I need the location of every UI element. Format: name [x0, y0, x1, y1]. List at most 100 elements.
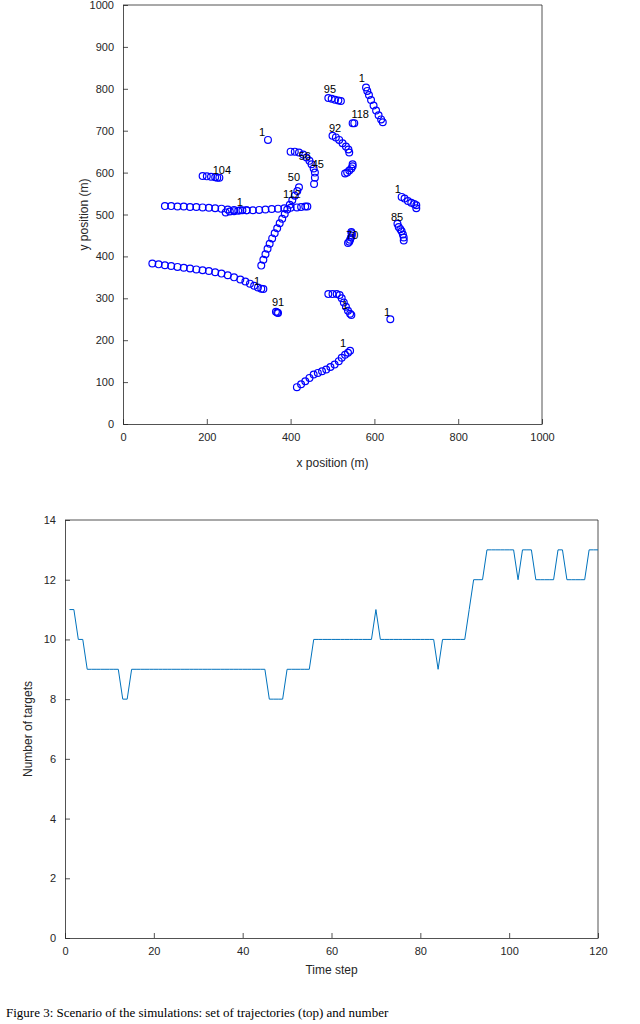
- tick-mark: [291, 419, 292, 424]
- tick-mark: [65, 878, 70, 879]
- tick-mark: [154, 933, 155, 938]
- trajectory-label: 95: [324, 83, 336, 95]
- trajectory: [273, 308, 282, 316]
- tick-label: 0: [50, 932, 56, 944]
- axis-line: [124, 424, 543, 425]
- tick: 900: [96, 41, 128, 53]
- trajectory-point: [212, 269, 219, 276]
- tick: 200: [96, 334, 128, 346]
- x-axis: 02004006008001000: [120, 419, 554, 443]
- tick: 200: [198, 419, 216, 443]
- tick-mark: [65, 639, 70, 640]
- trajectory-label: 85: [391, 211, 403, 223]
- tick: 8: [50, 693, 70, 705]
- tick: 0: [50, 932, 70, 944]
- trajectory-point: [349, 161, 356, 168]
- tick-label: 14: [44, 514, 56, 526]
- marks: [149, 84, 420, 390]
- tick-label: 60: [326, 945, 338, 957]
- tick-label: 10: [44, 633, 56, 645]
- tick-label: 200: [96, 334, 114, 346]
- tick: 12: [44, 574, 70, 586]
- tick-label: 2: [50, 872, 56, 884]
- frame: [598, 520, 599, 938]
- tick-label: 0: [62, 945, 68, 957]
- tick: 20: [148, 933, 160, 957]
- tick-label: 1000: [90, 0, 114, 11]
- frame: [542, 5, 543, 424]
- trajectory-point: [304, 203, 311, 210]
- tick-label: 800: [450, 431, 468, 443]
- chart: 0200400600800100001002003004005006007008…: [90, 0, 555, 443]
- tick: 60: [326, 933, 338, 957]
- tick-mark: [123, 89, 128, 90]
- trajectory-point: [364, 87, 371, 94]
- tick-mark: [332, 933, 333, 938]
- tick: 120: [589, 933, 607, 957]
- tick: 400: [282, 419, 300, 443]
- tick-mark: [65, 699, 70, 700]
- tick-mark: [123, 340, 128, 341]
- tick-label: 400: [282, 431, 300, 443]
- tick-mark: [207, 419, 208, 424]
- tick: 100: [96, 376, 128, 388]
- tick: 300: [96, 292, 128, 304]
- frame: [65, 520, 598, 521]
- tick-mark: [123, 256, 128, 257]
- tick: 600: [96, 167, 128, 179]
- tick-label: 80: [415, 945, 427, 957]
- tick: 800: [450, 419, 468, 443]
- trajectory-point: [314, 369, 321, 376]
- tick-mark: [123, 131, 128, 132]
- trajectory-point: [379, 119, 386, 126]
- trajectory: [222, 207, 250, 216]
- trajectory: [149, 260, 267, 292]
- trajectory: [258, 184, 303, 269]
- tick-label: 100: [96, 376, 114, 388]
- tick: 1000: [530, 419, 554, 443]
- tick-label: 6: [50, 753, 56, 765]
- tick-mark: [65, 938, 70, 939]
- trajectory: [293, 347, 353, 390]
- trajectory-point: [243, 207, 250, 214]
- trajectory-point: [351, 120, 358, 127]
- trajectory-label: 1: [254, 275, 260, 287]
- trajectory-point: [337, 98, 344, 105]
- axis-line: [66, 938, 599, 939]
- trajectory-point: [265, 137, 272, 144]
- trajectory: [394, 220, 407, 244]
- tick-mark: [123, 5, 128, 6]
- trajectory-label: 50: [288, 171, 300, 183]
- marks: [69, 550, 598, 699]
- axis-line: [65, 521, 66, 939]
- trajectory-point: [347, 347, 354, 354]
- trajectory-point: [319, 368, 326, 375]
- tick-mark: [65, 759, 70, 760]
- trajectory-label: 112: [283, 188, 301, 200]
- annotations: 195111892564550112104170185191111: [213, 72, 403, 349]
- tick-label: 900: [96, 41, 114, 53]
- tick: 4: [50, 813, 70, 825]
- trajectory-point: [346, 149, 353, 156]
- trajectory-label: 1: [359, 72, 365, 84]
- tick-label: 100: [500, 945, 518, 957]
- tick-mark: [123, 382, 128, 383]
- tick-mark: [123, 47, 128, 48]
- x-axis-title: x position (m): [296, 456, 368, 470]
- tick-label: 12: [44, 574, 56, 586]
- trajectory-label: 70: [346, 229, 358, 241]
- tick-label: 1000: [530, 431, 554, 443]
- tick: 10: [44, 633, 70, 645]
- y-axis: 0 2 4 6 8 10 12 14: [44, 514, 70, 944]
- trajectory-point: [400, 237, 407, 244]
- caption: Figure 3: Scenario of the simulations: s…: [6, 1005, 389, 1020]
- trajectory-point: [274, 309, 281, 316]
- trajectory-label: 104: [213, 164, 231, 176]
- trajectory-label: 45: [312, 158, 324, 170]
- trajectory-point: [205, 268, 212, 275]
- tick-mark: [420, 933, 421, 938]
- x-axis: 020406080100120: [62, 933, 607, 957]
- tick-mark: [598, 933, 599, 938]
- trajectory-point: [310, 371, 317, 378]
- tick-label: 200: [198, 431, 216, 443]
